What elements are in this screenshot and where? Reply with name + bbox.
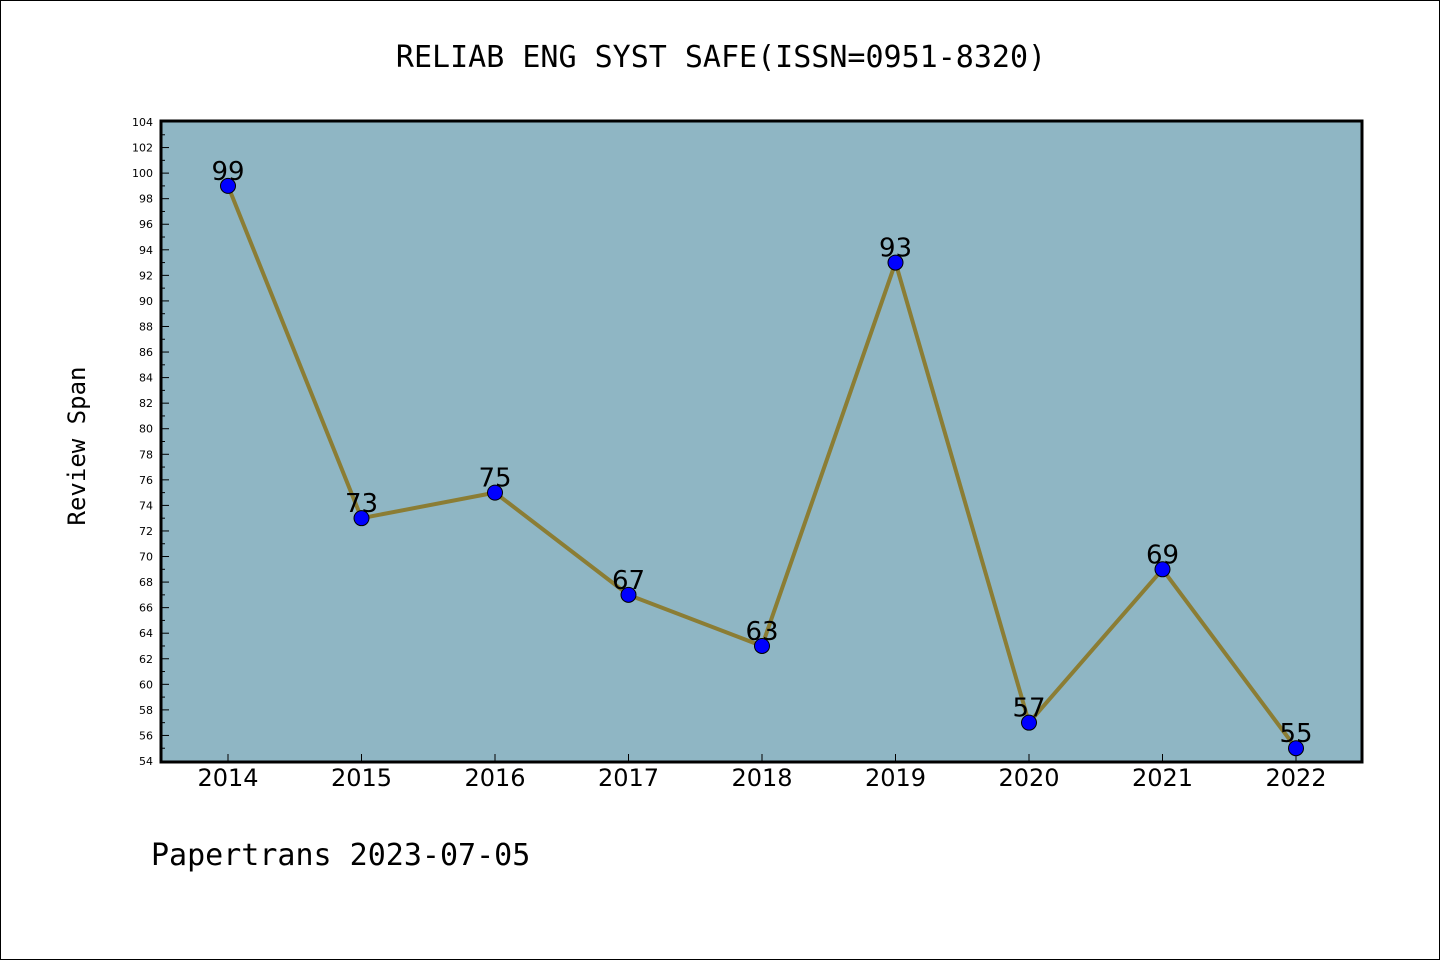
y-tick-label: 78 [139, 448, 153, 461]
y-tick-label: 96 [139, 218, 153, 231]
y-tick-label: 66 [139, 602, 153, 615]
y-tick-label: 64 [139, 627, 153, 640]
y-tick-label: 70 [139, 551, 153, 564]
data-point [487, 484, 503, 501]
data-label: 75 [478, 464, 511, 494]
data-label: 57 [1012, 694, 1045, 724]
data-point [754, 637, 770, 654]
data-point [887, 254, 904, 271]
y-tick-label: 54 [139, 755, 153, 768]
x-tick-label: 2014 [197, 764, 258, 792]
y-tick-label: 98 [139, 193, 153, 206]
y-tick-label: 74 [139, 499, 153, 512]
x-tick-label: 2020 [998, 764, 1059, 792]
footer-text: Papertrans 2023-07-05 [151, 838, 530, 873]
y-axis: 54 56 58 60 62 64 66 68 70 72 74 76 78 80 82 84 86 88 90 92… [132, 116, 169, 768]
y-tick-label: 56 [139, 729, 153, 742]
plot-area [161, 121, 1362, 762]
x-tick-label: 2015 [331, 764, 392, 792]
x-tick-label: 2019 [865, 764, 926, 792]
data-label: 73 [345, 489, 378, 519]
y-tick-label: 102 [132, 142, 153, 155]
data-point [220, 177, 236, 194]
chart-title: RELIAB ENG SYST SAFE(ISSN=0951-8320) [396, 40, 1046, 75]
x-tick-label: 2016 [464, 764, 525, 792]
data-label: 69 [1146, 540, 1179, 570]
y-tick-label: 76 [139, 474, 153, 487]
y-tick-label: 90 [139, 295, 153, 308]
y-tick-label: 104 [132, 116, 153, 129]
y-axis-label: Review Span [63, 367, 91, 526]
x-axis: 2014 2015 2016 2017 2018 2019 2020 2021 2022 [197, 754, 1327, 792]
data-label: 93 [879, 234, 912, 264]
data-point [1154, 561, 1171, 578]
data-labels-group: 99 73 75 67 63 93 57 69 55 [211, 157, 1312, 749]
y-tick-label: 84 [139, 372, 153, 385]
data-label: 67 [612, 566, 645, 596]
y-tick-label: 62 [139, 653, 153, 666]
y-tick-label: 82 [139, 397, 153, 410]
data-point [620, 586, 637, 603]
plot-border [159, 119, 1364, 764]
y-tick-label: 100 [132, 167, 153, 180]
y-tick-label: 58 [139, 704, 153, 717]
y-tick-label: 88 [139, 320, 153, 333]
series-group [220, 177, 1304, 757]
y-tick-label: 80 [139, 423, 153, 436]
data-label: 63 [745, 617, 778, 647]
data-point [1021, 714, 1037, 731]
y-tick-label: 68 [139, 576, 153, 589]
y-tick-label: 94 [139, 244, 153, 257]
y-tick-label: 60 [139, 678, 153, 691]
data-label: 55 [1279, 719, 1312, 749]
y-tick-label: 86 [139, 346, 153, 359]
x-tick-label: 2021 [1132, 764, 1193, 792]
x-tick-label: 2022 [1265, 764, 1326, 792]
x-tick-label: 2018 [731, 764, 792, 792]
y-tick-label: 92 [139, 269, 153, 282]
x-tick-label: 2017 [598, 764, 659, 792]
y-tick-label: 72 [139, 525, 153, 538]
data-label: 99 [211, 157, 244, 187]
data-point [1288, 740, 1304, 757]
data-point [353, 510, 370, 527]
